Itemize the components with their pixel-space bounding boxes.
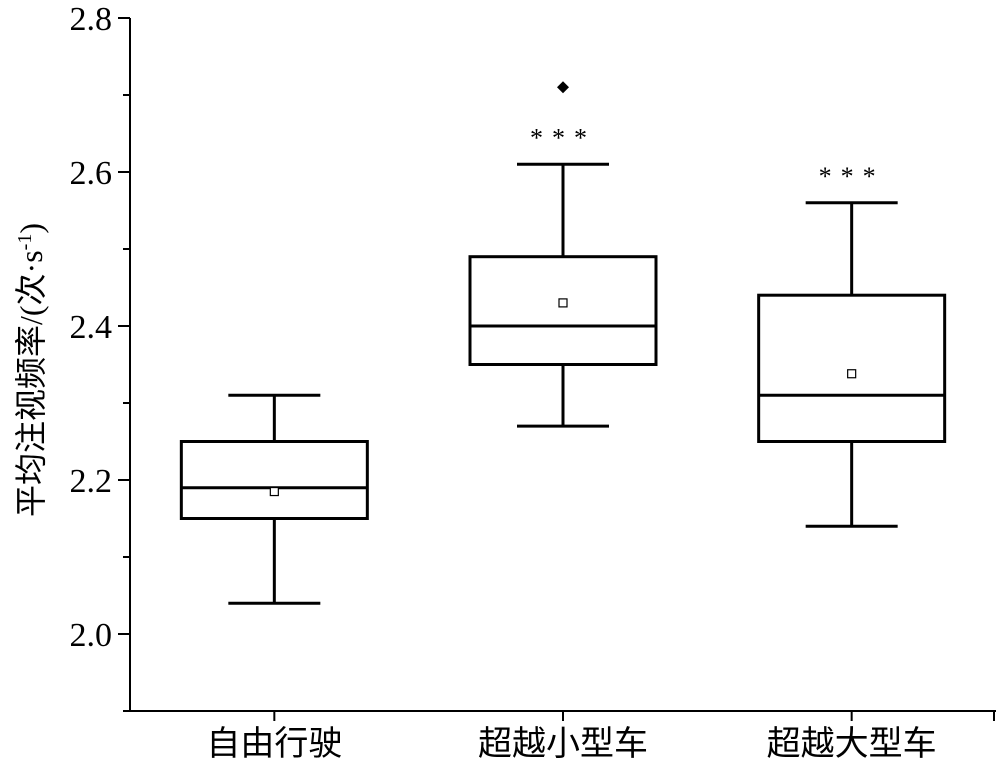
x-tick-label: 超越小型车 [478, 725, 648, 763]
mean-marker [558, 298, 568, 308]
iqr-box [179, 440, 369, 520]
iqr-box [468, 255, 658, 367]
iqr-box [757, 293, 947, 444]
boxes: *** *** [179, 81, 947, 605]
x-ticks: 自由行驶 超越小型车 超越大型车 [206, 711, 995, 763]
y-axis-label: 平均注视频率/(次·s-1) [13, 223, 49, 517]
y-axis-label-superscript: -1 [14, 234, 36, 251]
significance-label: *** [819, 162, 885, 191]
outlier-marker [557, 81, 569, 94]
y-tick-label: 2.4 [70, 309, 113, 346]
y-axis-label-close: ) [13, 223, 49, 234]
x-tick-label: 自由行驶 [206, 725, 342, 763]
x-tick-label: 超越大型车 [767, 725, 937, 763]
mean-marker [847, 369, 857, 379]
y-ticks: 2.0 2.2 2.4 2.6 2.8 [70, 1, 130, 712]
box-group [179, 393, 369, 605]
box-group: *** [468, 81, 658, 428]
mean-marker [269, 486, 279, 497]
y-tick-label: 2.0 [70, 617, 113, 654]
y-tick-label: 2.6 [70, 155, 113, 192]
y-tick-label: 2.8 [70, 1, 113, 38]
box-group: *** [757, 162, 947, 528]
significance-label: *** [530, 123, 596, 152]
y-tick-label: 2.2 [70, 463, 113, 500]
y-axis-label-main: 平均注视频率/(次·s [13, 250, 49, 517]
